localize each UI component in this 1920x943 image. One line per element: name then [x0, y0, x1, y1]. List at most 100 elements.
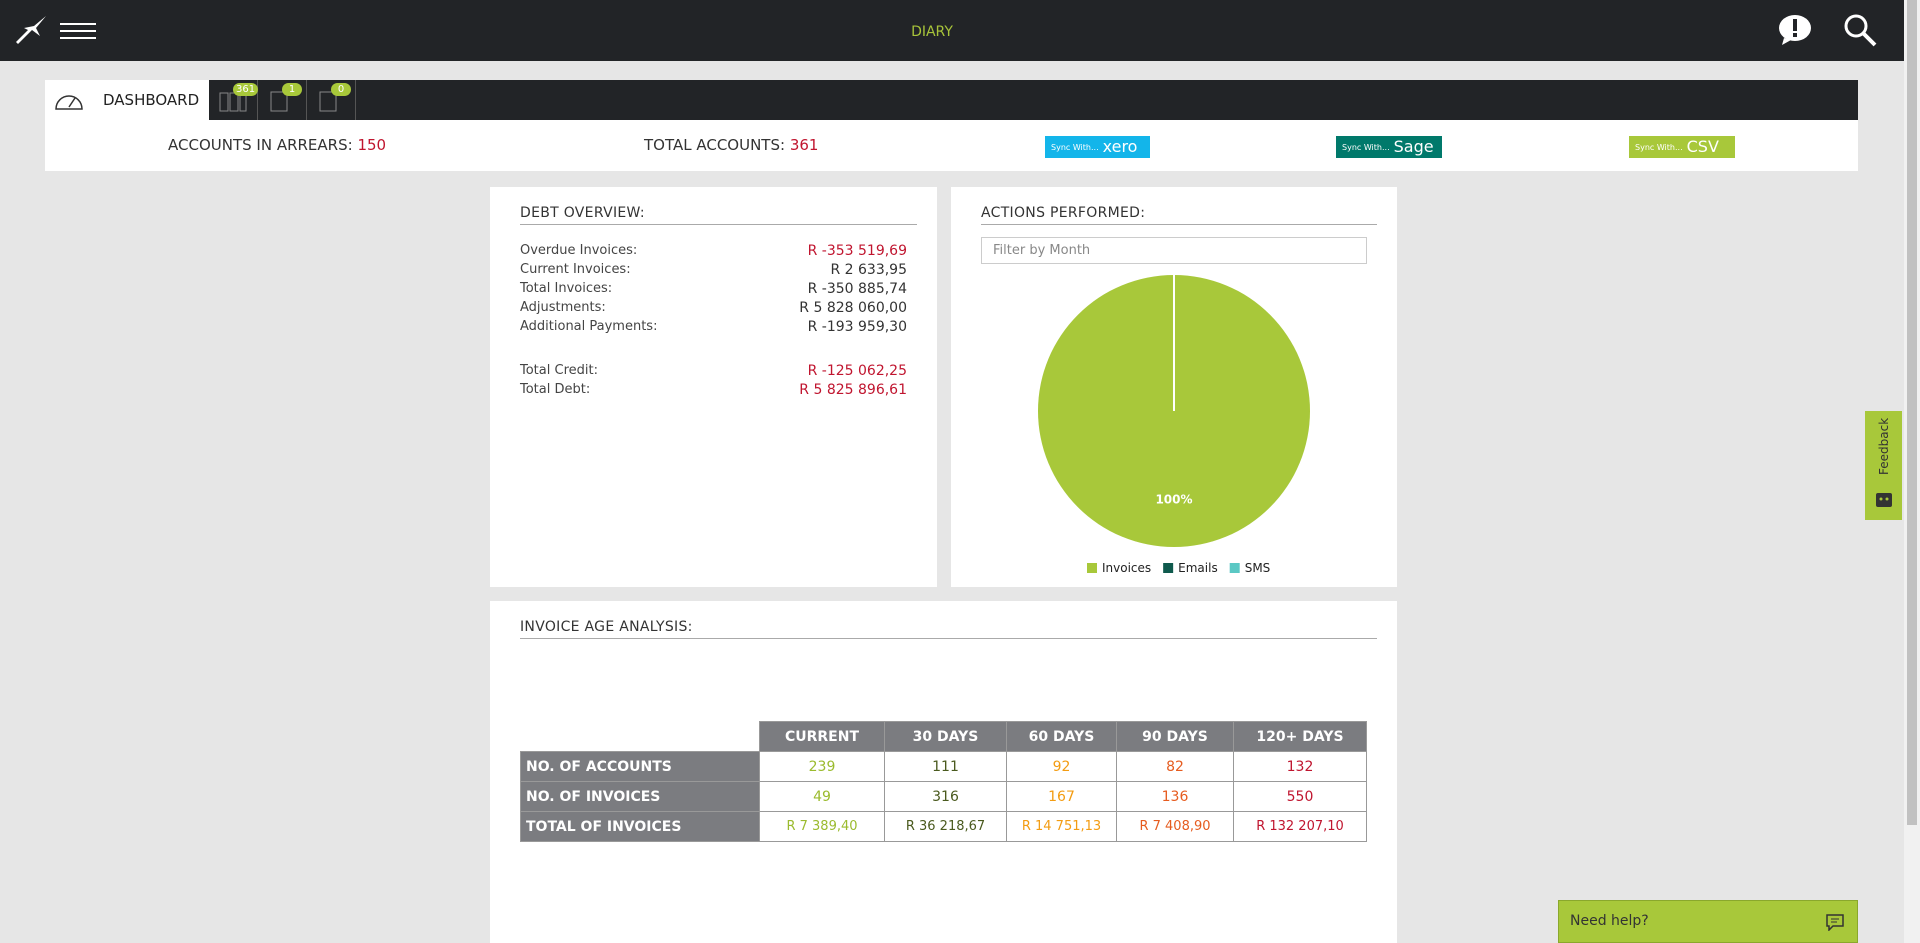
- feedback-label: Feedback: [1877, 417, 1891, 475]
- feedback-icon: [1876, 493, 1892, 507]
- value: 150: [357, 136, 387, 154]
- row-header: NO. OF ACCOUNTS: [520, 751, 760, 782]
- sync-sage[interactable]: Sync With... Sage: [1336, 136, 1442, 158]
- label: Sync With...: [1051, 143, 1099, 152]
- help-widget[interactable]: Need help?: [1558, 900, 1858, 943]
- tab[interactable]: 0: [307, 80, 356, 120]
- tab-icon: [270, 91, 288, 112]
- logo[interactable]: [14, 16, 48, 46]
- sync-csv[interactable]: Sync With... CSV: [1629, 136, 1735, 158]
- debt-label: Overdue Invoices:: [520, 243, 638, 258]
- tab[interactable]: 361: [209, 80, 259, 120]
- name: Sage: [1393, 137, 1434, 156]
- help-label: Need help?: [1570, 913, 1649, 929]
- panel-title: DEBT OVERVIEW:: [520, 205, 917, 225]
- label: ACCOUNTS IN ARREARS:: [168, 136, 353, 154]
- table-cell: 92: [1006, 751, 1117, 782]
- debt-value: R 5 828 060,00: [799, 300, 907, 316]
- table-cell: 82: [1116, 751, 1234, 782]
- table-row: TOTAL OF INVOICES R 7 389,40 R 36 218,67 R …: [520, 811, 1367, 842]
- debt-value: R 2 633,95: [830, 262, 907, 278]
- debt-row: Total Debt: R 5 825 896,61: [520, 382, 907, 398]
- debt-label: Total Debt:: [520, 382, 591, 397]
- feedback-tab[interactable]: Feedback: [1865, 411, 1902, 520]
- name: xero: [1102, 137, 1138, 156]
- legend-label: Invoices: [1102, 561, 1151, 575]
- pie-chart: 100% Invoices Emails SMS: [1038, 275, 1310, 575]
- age-table: CURRENT 30 DAYS 60 DAYS 90 DAYS 120+ DAYS NO.…: [520, 721, 1367, 842]
- label: Sync With...: [1635, 143, 1683, 152]
- debt-value: R -125 062,25: [807, 363, 907, 379]
- legend-swatch: [1229, 563, 1240, 573]
- debt-row: Current Invoices: R 2 633,95: [520, 262, 907, 278]
- page-title: DIARY: [911, 24, 953, 40]
- label: TOTAL ACCOUNTS:: [644, 136, 786, 154]
- table-cell: R 36 218,67: [884, 811, 1007, 842]
- badge: 0: [331, 83, 351, 96]
- legend-label: Emails: [1178, 561, 1218, 575]
- panel-title: INVOICE AGE ANALYSIS:: [520, 619, 1377, 639]
- table-row: NO. OF INVOICES 49 316 167 136 550: [520, 781, 1367, 812]
- menu-button[interactable]: [60, 22, 96, 40]
- corner: [521, 722, 760, 752]
- sync-xero[interactable]: Sync With... xero: [1045, 136, 1150, 158]
- debt-value: R -350 885,74: [807, 281, 907, 297]
- slice-label: 100%: [1155, 492, 1192, 506]
- scrollbar-thumb[interactable]: [1907, 0, 1917, 825]
- value: 361: [789, 136, 819, 154]
- gauge-icon: [55, 95, 83, 110]
- summary-bar: ACCOUNTS IN ARREARS: 150 TOTAL ACCOUNTS:…: [45, 120, 1858, 171]
- table-cell: 167: [1006, 781, 1117, 812]
- total-accounts: TOTAL ACCOUNTS: 361: [644, 136, 818, 154]
- table-cell: R 14 751,13: [1006, 811, 1117, 842]
- debt-label: Additional Payments:: [520, 319, 658, 334]
- month-filter[interactable]: Filter by Month: [981, 237, 1367, 264]
- label: Sync With...: [1342, 143, 1390, 152]
- row-header: TOTAL OF INVOICES: [520, 811, 760, 842]
- table-cell: R 132 207,10: [1233, 811, 1367, 842]
- arrears: ACCOUNTS IN ARREARS: 150: [168, 136, 386, 154]
- table-cell: R 7 389,40: [759, 811, 885, 842]
- table-cell: 239: [759, 751, 885, 782]
- placeholder: Filter by Month: [993, 243, 1091, 258]
- badge: 1: [282, 83, 302, 96]
- debt-row: Total Invoices: R -350 885,74: [520, 281, 907, 297]
- tab-label: DASHBOARD: [103, 91, 200, 109]
- dashboard-tab[interactable]: DASHBOARD: [45, 80, 209, 120]
- table-row: NO. OF ACCOUNTS 239 111 92 82 132: [520, 751, 1367, 782]
- table-cell: 132: [1233, 751, 1367, 782]
- table-cell: 316: [884, 781, 1007, 812]
- debt-label: Current Invoices:: [520, 262, 631, 277]
- tab-icon: [319, 91, 337, 112]
- debt-overview-panel: DEBT OVERVIEW: Overdue Invoices: R -353 5…: [490, 187, 937, 587]
- table-cell: 111: [884, 751, 1007, 782]
- table-cell: 49: [759, 781, 885, 812]
- badge: 361: [233, 83, 259, 96]
- legend-swatch: [1087, 563, 1097, 573]
- table-cell: 136: [1116, 781, 1234, 812]
- debt-value: R -353 519,69: [807, 243, 907, 259]
- debt-label: Total Credit:: [520, 363, 598, 378]
- debt-value: R -193 959,30: [807, 319, 907, 335]
- column-header: 120+ DAYS: [1233, 721, 1367, 752]
- debt-value: R 5 825 896,61: [799, 382, 907, 398]
- chat-icon: [1826, 914, 1844, 931]
- debt-label: Adjustments:: [520, 300, 606, 315]
- top-bar: DIARY: [0, 0, 1904, 61]
- debt-row: Total Credit: R -125 062,25: [520, 363, 907, 379]
- tab[interactable]: 1: [258, 80, 307, 120]
- debt-label: Total Invoices:: [520, 281, 613, 296]
- legend-label: SMS: [1245, 561, 1271, 575]
- legend-swatch: [1163, 563, 1174, 573]
- name: CSV: [1686, 137, 1719, 156]
- column-header: 30 DAYS: [884, 721, 1007, 752]
- panel-title: ACTIONS PERFORMED:: [981, 205, 1377, 225]
- search-button[interactable]: [1843, 13, 1877, 47]
- table-cell: R 7 408,90: [1116, 811, 1234, 842]
- debt-row: Adjustments: R 5 828 060,00: [520, 300, 907, 316]
- alerts-button[interactable]: [1778, 14, 1812, 46]
- debt-row: Additional Payments: R -193 959,30: [520, 319, 907, 335]
- column-header: 90 DAYS: [1116, 721, 1234, 752]
- row-header: NO. OF INVOICES: [520, 781, 760, 812]
